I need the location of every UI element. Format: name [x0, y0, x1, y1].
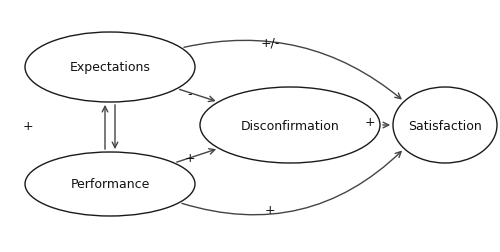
- Ellipse shape: [200, 88, 380, 163]
- Text: +: +: [184, 151, 196, 164]
- Ellipse shape: [25, 33, 195, 103]
- Text: Satisfaction: Satisfaction: [408, 119, 482, 132]
- Text: Disconfirmation: Disconfirmation: [240, 119, 340, 132]
- Text: Expectations: Expectations: [70, 61, 150, 74]
- Ellipse shape: [393, 88, 497, 163]
- Ellipse shape: [25, 152, 195, 216]
- Text: +: +: [22, 119, 34, 132]
- Text: +: +: [364, 116, 376, 129]
- Text: +/-: +/-: [260, 36, 280, 49]
- Text: Performance: Performance: [70, 178, 150, 191]
- Text: -: -: [188, 88, 192, 101]
- Text: +: +: [264, 204, 276, 217]
